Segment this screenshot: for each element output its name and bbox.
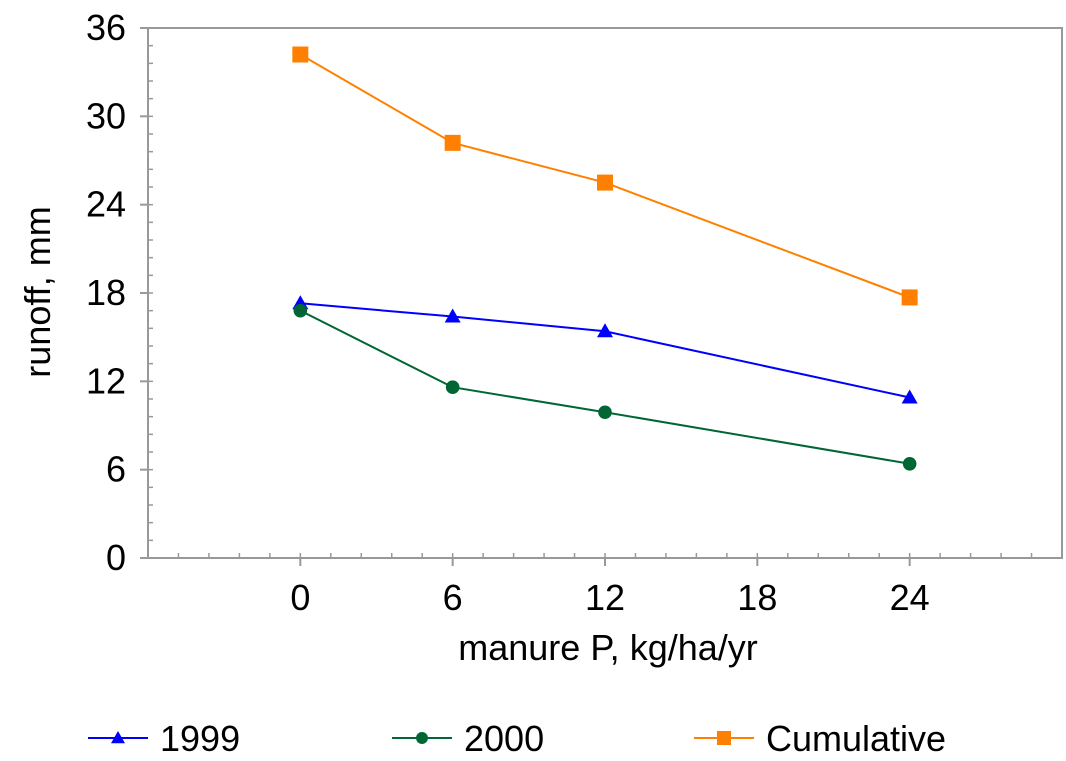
legend-label-1999: 1999 bbox=[160, 718, 240, 759]
plot-frame bbox=[147, 27, 1063, 559]
data-point-1999 bbox=[597, 323, 613, 338]
legend-marker-2000 bbox=[416, 732, 428, 744]
series-cumulative bbox=[292, 46, 918, 306]
legend-marker-cumulative bbox=[717, 731, 731, 745]
series-1999 bbox=[292, 295, 918, 404]
x-tick-label: 0 bbox=[290, 577, 310, 618]
x-axis-title: manure P, kg/ha/yr bbox=[458, 627, 758, 668]
y-tick-label: 36 bbox=[86, 7, 126, 48]
legend-item-1999: 1999 bbox=[88, 718, 240, 759]
series-2000 bbox=[293, 303, 917, 471]
legend-label-cumulative: Cumulative bbox=[766, 718, 946, 759]
x-tick-label: 24 bbox=[890, 577, 930, 618]
x-tick-label: 12 bbox=[585, 577, 625, 618]
data-point-cumulative bbox=[444, 134, 461, 151]
plot-border bbox=[147, 27, 1063, 559]
data-point-cumulative bbox=[597, 174, 613, 191]
data-point-2000 bbox=[902, 456, 917, 471]
series-layer bbox=[292, 46, 918, 471]
legend-item-2000: 2000 bbox=[392, 718, 544, 759]
data-point-1999 bbox=[444, 308, 461, 323]
y-tick-label: 0 bbox=[106, 537, 126, 578]
y-axis-title: runoff, mm bbox=[17, 206, 58, 377]
y-tick-label: 18 bbox=[86, 272, 126, 313]
series-line-cumulative bbox=[299, 53, 911, 299]
legend-label-2000: 2000 bbox=[464, 718, 544, 759]
y-tick-label: 30 bbox=[86, 95, 126, 136]
legend: 1999 2000 Cumulative bbox=[88, 718, 946, 759]
legend-item-cumulative: Cumulative bbox=[694, 718, 946, 759]
y-tick-label: 6 bbox=[106, 449, 126, 490]
series-line-2000 bbox=[299, 309, 910, 465]
x-tick-label: 6 bbox=[443, 577, 463, 618]
data-point-2000 bbox=[293, 303, 308, 318]
legend-marker-1999 bbox=[111, 731, 125, 744]
series-line-1999 bbox=[300, 302, 910, 399]
x-axis: 0 6 12 18 24 bbox=[147, 553, 1063, 618]
data-point-cumulative bbox=[901, 289, 918, 306]
data-point-2000 bbox=[598, 405, 612, 420]
x-tick-label: 18 bbox=[737, 577, 777, 618]
y-axis: 0 6 12 18 24 30 36 bbox=[86, 7, 153, 578]
data-point-2000 bbox=[445, 380, 460, 395]
data-point-1999 bbox=[901, 389, 918, 404]
y-tick-label: 12 bbox=[86, 360, 126, 401]
y-tick-label: 24 bbox=[86, 184, 126, 225]
data-point-cumulative bbox=[292, 46, 309, 63]
